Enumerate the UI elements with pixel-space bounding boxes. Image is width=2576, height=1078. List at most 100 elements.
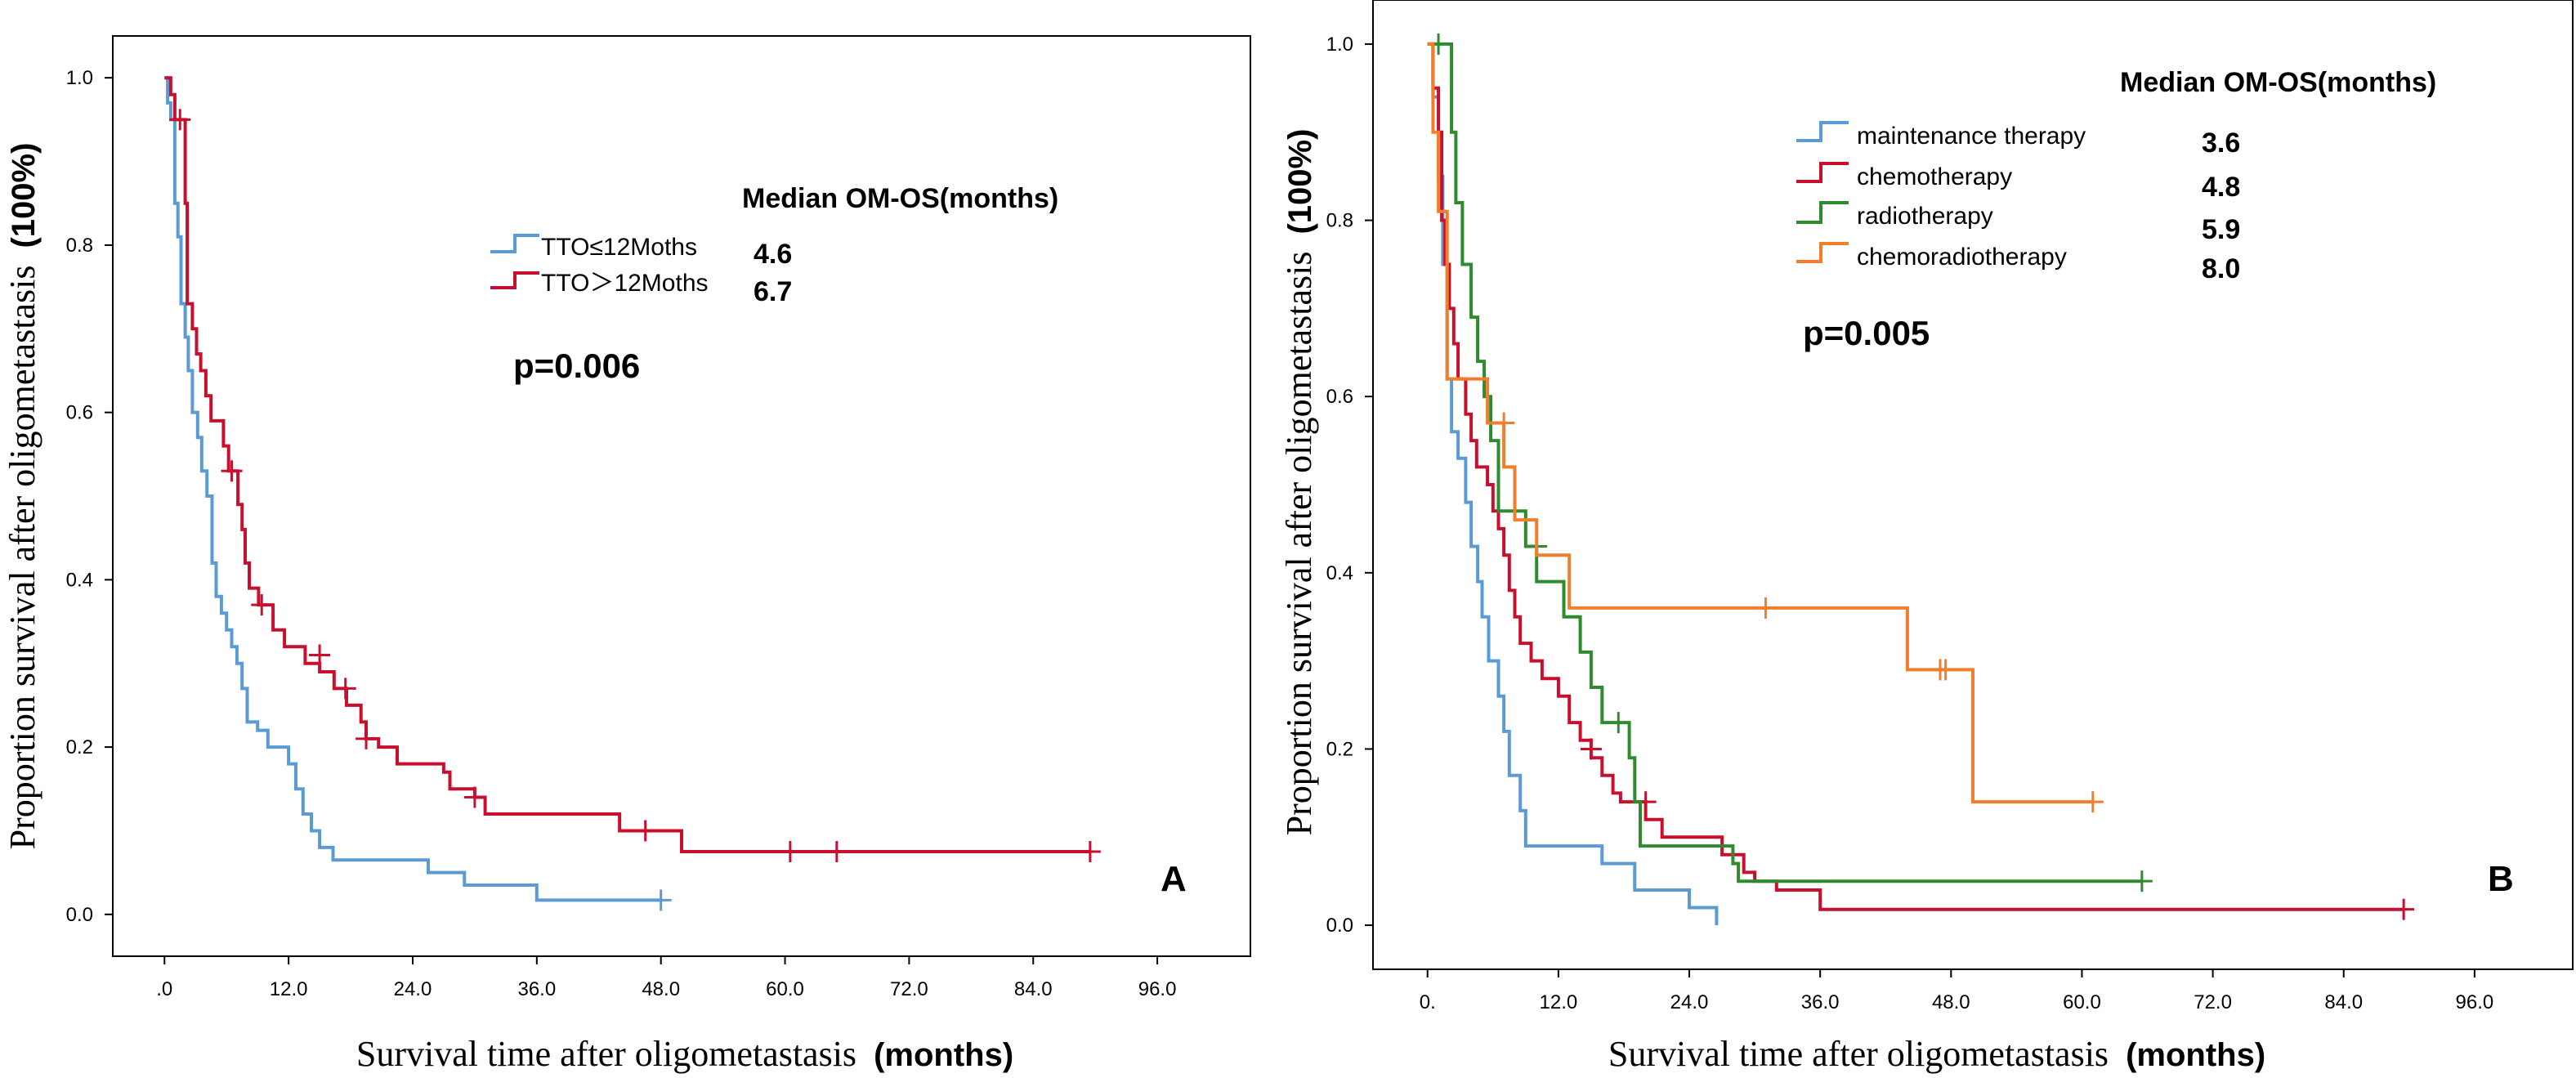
y-tick-label-a-3: 0.6: [66, 402, 93, 424]
x-tick-label-b-4: 48.0: [1932, 991, 1970, 1013]
x-tick-label-b-1: 12.0: [1540, 991, 1578, 1013]
y-tick-label-a-1: 0.2: [66, 736, 93, 758]
x-tick-label-a-7: 84.0: [1014, 978, 1053, 1000]
plot-frame-a: [112, 35, 1251, 957]
legend-item-tto-le-12: TTO≤12Moths 4.6: [490, 234, 792, 270]
y-axis-b: 0.0 0.2 0.4 0.6 0.8 1.0: [1326, 34, 1373, 937]
y-tick-label-b-5: 1.0: [1326, 34, 1353, 56]
x-axis-title-a-units: (months): [874, 1037, 1013, 1073]
x-tick-label-a-1: 12.0: [270, 978, 308, 1000]
legend-swatch-maintenance: [1796, 121, 1849, 142]
median-value-tto-le-12: 4.6: [754, 239, 792, 270]
median-legend-title-b: Median OM-OS(months): [2120, 67, 2436, 98]
legend-item-tto-gt-12: TTO＞12Moths 6.7: [490, 270, 792, 307]
y-axis-title-b-text: Proportion survival after oligometastasi…: [1279, 252, 1319, 836]
x-tick-label-b-8: 96.0: [2456, 991, 2494, 1013]
censor-mark-a-tto-12moths-3: [309, 644, 331, 666]
y-axis-title-a-units: (100%): [6, 143, 42, 248]
x-axis-title-b-text: Survival time after oligometastasis: [1608, 1034, 2109, 1074]
censor-mark-b-chemotherapy-2: [2393, 898, 2415, 920]
y-tick-label-b-1: 0.2: [1326, 738, 1353, 760]
censor-mark-a-tto-12moths-9: [825, 841, 847, 863]
x-tick-label-a-5: 60.0: [766, 978, 804, 1000]
x-tick-label-b-6: 72.0: [2194, 991, 2232, 1013]
plot-frame-b: [1372, 0, 2574, 970]
y-tick-label-a-4: 0.8: [66, 235, 93, 257]
panel-label-a: A: [1161, 859, 1187, 899]
y-axis-title-a: Proportion survival after oligometastasi…: [2, 143, 42, 850]
series-group-a: [164, 76, 1101, 911]
median-value-chemotherapy: 4.8: [2202, 172, 2240, 203]
x-tick-label-b-0: 0.: [1420, 991, 1436, 1013]
p-value-b: p=0.005: [1803, 314, 1930, 352]
censor-mark-a-tto-12moths-5: [356, 727, 378, 749]
x-tick-label-a-0: .0: [156, 978, 172, 1000]
censor-mark-a-tto-12moths-0: [650, 889, 672, 911]
median-value-maintenance: 3.6: [2202, 127, 2240, 159]
x-tick-label-a-8: 96.0: [1138, 978, 1177, 1000]
series-group-b: [1427, 33, 2415, 926]
p-value-a: p=0.006: [513, 347, 640, 385]
y-axis-a: 0.0 0.2 0.4 0.6 0.8 1.0: [66, 67, 113, 926]
y-tick-label-b-0: 0.0: [1326, 915, 1353, 937]
x-tick-label-b-3: 36.0: [1801, 991, 1840, 1013]
panel-a: 0.0 0.2 0.4 0.6 0.8 1.0 .0 12.0 24.0 36.0 48.0 60.…: [2, 35, 1251, 1074]
censor-mark-a-tto-12moths-1: [221, 460, 243, 482]
legend-label-chemotherapy: chemotherapy: [1857, 163, 2012, 190]
censor-mark-b-radiotherapy-2: [1608, 712, 1630, 734]
legend-label-chemoradiotherapy: chemoradiotherapy: [1857, 244, 2067, 271]
y-tick-label-a-0: 0.0: [66, 904, 93, 926]
censor-mark-b-chemotherapy-0: [1580, 738, 1602, 760]
x-axis-b: 0. 12.0 24.0 36.0 48.0 60.0 72.0 84.0 96.0: [1420, 969, 2494, 1013]
km-curve-b-chemoradiotherapy: [1427, 42, 2093, 804]
legend-swatch-chemotherapy: [1796, 162, 1849, 183]
censor-mark-b-radiotherapy-3: [2131, 870, 2153, 892]
legend-label-tto-le-12: TTO≤12Moths: [541, 234, 697, 261]
x-tick-label-a-2: 24.0: [394, 978, 432, 1000]
median-legend-title-a: Median OM-OS(months): [742, 183, 1058, 214]
legend-swatch-tto-le-12: [490, 234, 539, 253]
censor-mark-a-tto-12moths-0: [169, 109, 191, 131]
legend-label-maintenance: maintenance therapy: [1857, 123, 2086, 150]
legend-item-maintenance: maintenance therapy 3.6: [1796, 121, 2240, 159]
legend-swatch-tto-gt-12: [490, 271, 539, 289]
censor-mark-a-tto-12moths-4: [334, 678, 356, 700]
x-tick-label-a-4: 48.0: [642, 978, 680, 1000]
legend-item-chemoradiotherapy: chemoradiotherapy 8.0: [1796, 242, 2240, 284]
y-tick-label-a-5: 1.0: [66, 67, 93, 89]
x-axis-a: .0 12.0 24.0 36.0 48.0 60.0 72.0 84.0 96.0: [156, 956, 1176, 1000]
legend-item-radiotherapy: radiotherapy 5.9: [1796, 201, 2240, 245]
y-axis-title-b-units: (100%): [1282, 129, 1318, 235]
y-tick-label-b-2: 0.4: [1326, 562, 1353, 584]
censor-mark-a-tto-12moths-10: [1079, 841, 1101, 863]
x-axis-title-b-units: (months): [2126, 1037, 2265, 1073]
censor-mark-a-tto-12moths-6: [463, 786, 485, 808]
km-curve-a-tto-12moths: [164, 76, 661, 902]
y-tick-label-b-3: 0.6: [1326, 386, 1353, 408]
panel-b: 0.0 0.2 0.4 0.6 0.8 1.0 0. 12.0 24.0 36.0 48.0 60.…: [1279, 0, 2574, 1074]
y-axis-title-a-text: Proportion survival after oligometastasi…: [2, 266, 42, 850]
median-value-tto-gt-12: 6.7: [754, 276, 792, 307]
panel-label-b: B: [2488, 859, 2514, 899]
x-axis-title-a-text: Survival time after oligometastasis: [356, 1034, 856, 1074]
x-tick-label-b-7: 84.0: [2324, 991, 2363, 1013]
x-tick-label-b-5: 60.0: [2063, 991, 2101, 1013]
km-curve-b-maintenance-therapy: [1427, 42, 1719, 926]
median-value-radiotherapy: 5.9: [2202, 214, 2240, 245]
x-axis-title-b: Survival time after oligometastasis (mon…: [1608, 1034, 2265, 1074]
legend-label-tto-gt-12: TTO＞12Moths: [541, 270, 709, 297]
censor-mark-b-chemoradiotherapy-1: [1755, 597, 1777, 619]
censor-mark-b-chemoradiotherapy-3: [1934, 659, 1957, 681]
censor-mark-a-tto-12moths-8: [779, 841, 801, 863]
km-curve-b-chemotherapy: [1427, 42, 2404, 911]
legend-label-radiotherapy: radiotherapy: [1857, 203, 1993, 230]
km-curve-b-radiotherapy: [1427, 42, 2142, 883]
censor-mark-a-tto-12moths-2: [251, 594, 273, 616]
legend-swatch-chemoradiotherapy: [1796, 242, 1849, 263]
censor-mark-b-chemoradiotherapy-0: [1493, 412, 1515, 434]
legend-swatch-radiotherapy: [1796, 201, 1849, 224]
x-tick-label-b-2: 24.0: [1670, 991, 1709, 1013]
legend-item-chemotherapy: chemotherapy 4.8: [1796, 162, 2240, 203]
y-tick-label-a-2: 0.4: [66, 569, 93, 591]
